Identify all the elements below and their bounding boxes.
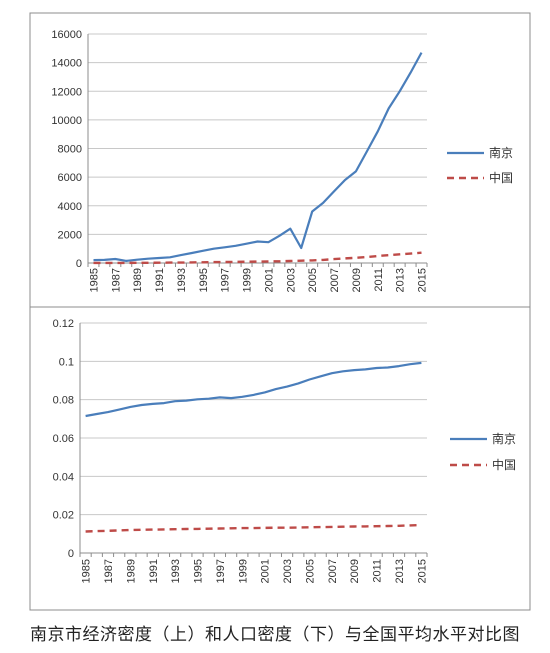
y-tick-label: 0.08 — [53, 395, 74, 407]
x-tick-label: 1987 — [110, 268, 122, 292]
x-tick-label: 2005 — [307, 268, 319, 292]
y-tick-label: 4000 — [58, 201, 82, 213]
y-tick-label: 12000 — [51, 86, 82, 98]
x-tick-label: 2013 — [394, 559, 406, 583]
y-tick-label: 0.02 — [53, 510, 74, 522]
series-line-1 — [85, 523, 422, 533]
axes — [79, 323, 428, 557]
x-tick-label: 1999 — [242, 268, 254, 292]
y-tick-label: 10000 — [51, 115, 82, 127]
y-tick-label: 0.04 — [53, 471, 74, 483]
y-tick-label: 2000 — [58, 229, 82, 241]
x-tick-label: 1997 — [220, 268, 232, 292]
x-tick-label: 1991 — [154, 268, 166, 292]
series-line-0 — [93, 52, 423, 262]
legend-label: 中国 — [492, 457, 516, 472]
x-tick-label: 2011 — [372, 559, 384, 583]
y-tick-label: 0.1 — [59, 356, 74, 368]
x-tick-label: 1991 — [148, 559, 160, 583]
x-tick-label: 1989 — [125, 559, 137, 583]
y-gridlines — [88, 33, 427, 235]
series-lines — [85, 361, 422, 533]
legend-label: 南京 — [489, 145, 513, 160]
y-tick-label: 0.12 — [53, 318, 74, 330]
x-tick-label: 2005 — [304, 559, 316, 583]
x-tick-label: 2003 — [285, 268, 297, 292]
legend-label: 南京 — [492, 431, 516, 446]
x-tick-label: 1985 — [88, 268, 100, 292]
x-tick-label: 2007 — [327, 559, 339, 583]
legend-label: 中国 — [489, 170, 513, 185]
x-tick-labels: 1985 1987 1989 1991 1993 1995 1997 1999 2001 2003… — [88, 268, 428, 292]
chart-border — [29, 306, 531, 611]
series-line-1 — [93, 251, 422, 265]
y-tick-labels: 0 2000 4000 6000 8000 10000 12000 14000 16000 — [51, 29, 82, 270]
y-tick-labels: 0 0.02 0.04 0.06 0.08 0.1 0.12 — [53, 318, 74, 560]
x-tick-label: 1995 — [198, 268, 210, 292]
y-tick-label: 8000 — [58, 144, 82, 156]
economic-density-chart: 0 2000 4000 6000 8000 10000 12000 14000 16000 19… — [29, 12, 531, 314]
y-gridlines — [80, 322, 427, 516]
x-tick-label: 1997 — [215, 559, 227, 583]
x-tick-label: 2009 — [349, 559, 361, 583]
x-tick-label: 2009 — [351, 268, 363, 292]
y-tick-label: 6000 — [58, 172, 82, 184]
y-tick-label: 14000 — [51, 58, 82, 70]
y-tick-label: 0 — [68, 548, 74, 560]
x-tick-label: 2007 — [329, 268, 341, 292]
chart-border — [29, 12, 531, 314]
x-tick-label: 1989 — [132, 268, 144, 292]
x-tick-labels: 1985 1987 1989 1991 1993 1995 1997 1999 2001 2003… — [81, 559, 429, 583]
x-tick-label: 1993 — [170, 559, 182, 583]
x-tick-label: 1999 — [237, 559, 249, 583]
x-tick-label: 2001 — [263, 268, 275, 292]
population-density-chart: 0 0.02 0.04 0.06 0.08 0.1 0.12 1985 1987 1989 199… — [29, 306, 531, 611]
series-lines — [93, 52, 423, 265]
x-tick-label: 2003 — [282, 559, 294, 583]
x-tick-label: 1987 — [103, 559, 115, 583]
x-tick-label: 2013 — [395, 268, 407, 292]
x-tick-label: 2015 — [416, 559, 428, 583]
chart-canvas: 0 2000 4000 6000 8000 10000 12000 14000 16000 19… — [29, 12, 531, 611]
x-tick-label: 2011 — [373, 268, 385, 292]
y-tick-label: 0.06 — [53, 433, 74, 445]
series-line-0 — [85, 361, 422, 418]
x-tick-label: 1985 — [81, 559, 93, 583]
x-tick-label: 1995 — [193, 559, 205, 583]
figure-caption: 南京市经济密度（上）和人口密度（下）与全国平均水平对比图 — [30, 625, 520, 645]
y-tick-label: 0 — [76, 258, 82, 270]
y-tick-label: 16000 — [51, 29, 82, 41]
x-tick-label: 1993 — [176, 268, 188, 292]
x-tick-label: 2015 — [417, 268, 429, 292]
x-tick-label: 2001 — [260, 559, 272, 583]
